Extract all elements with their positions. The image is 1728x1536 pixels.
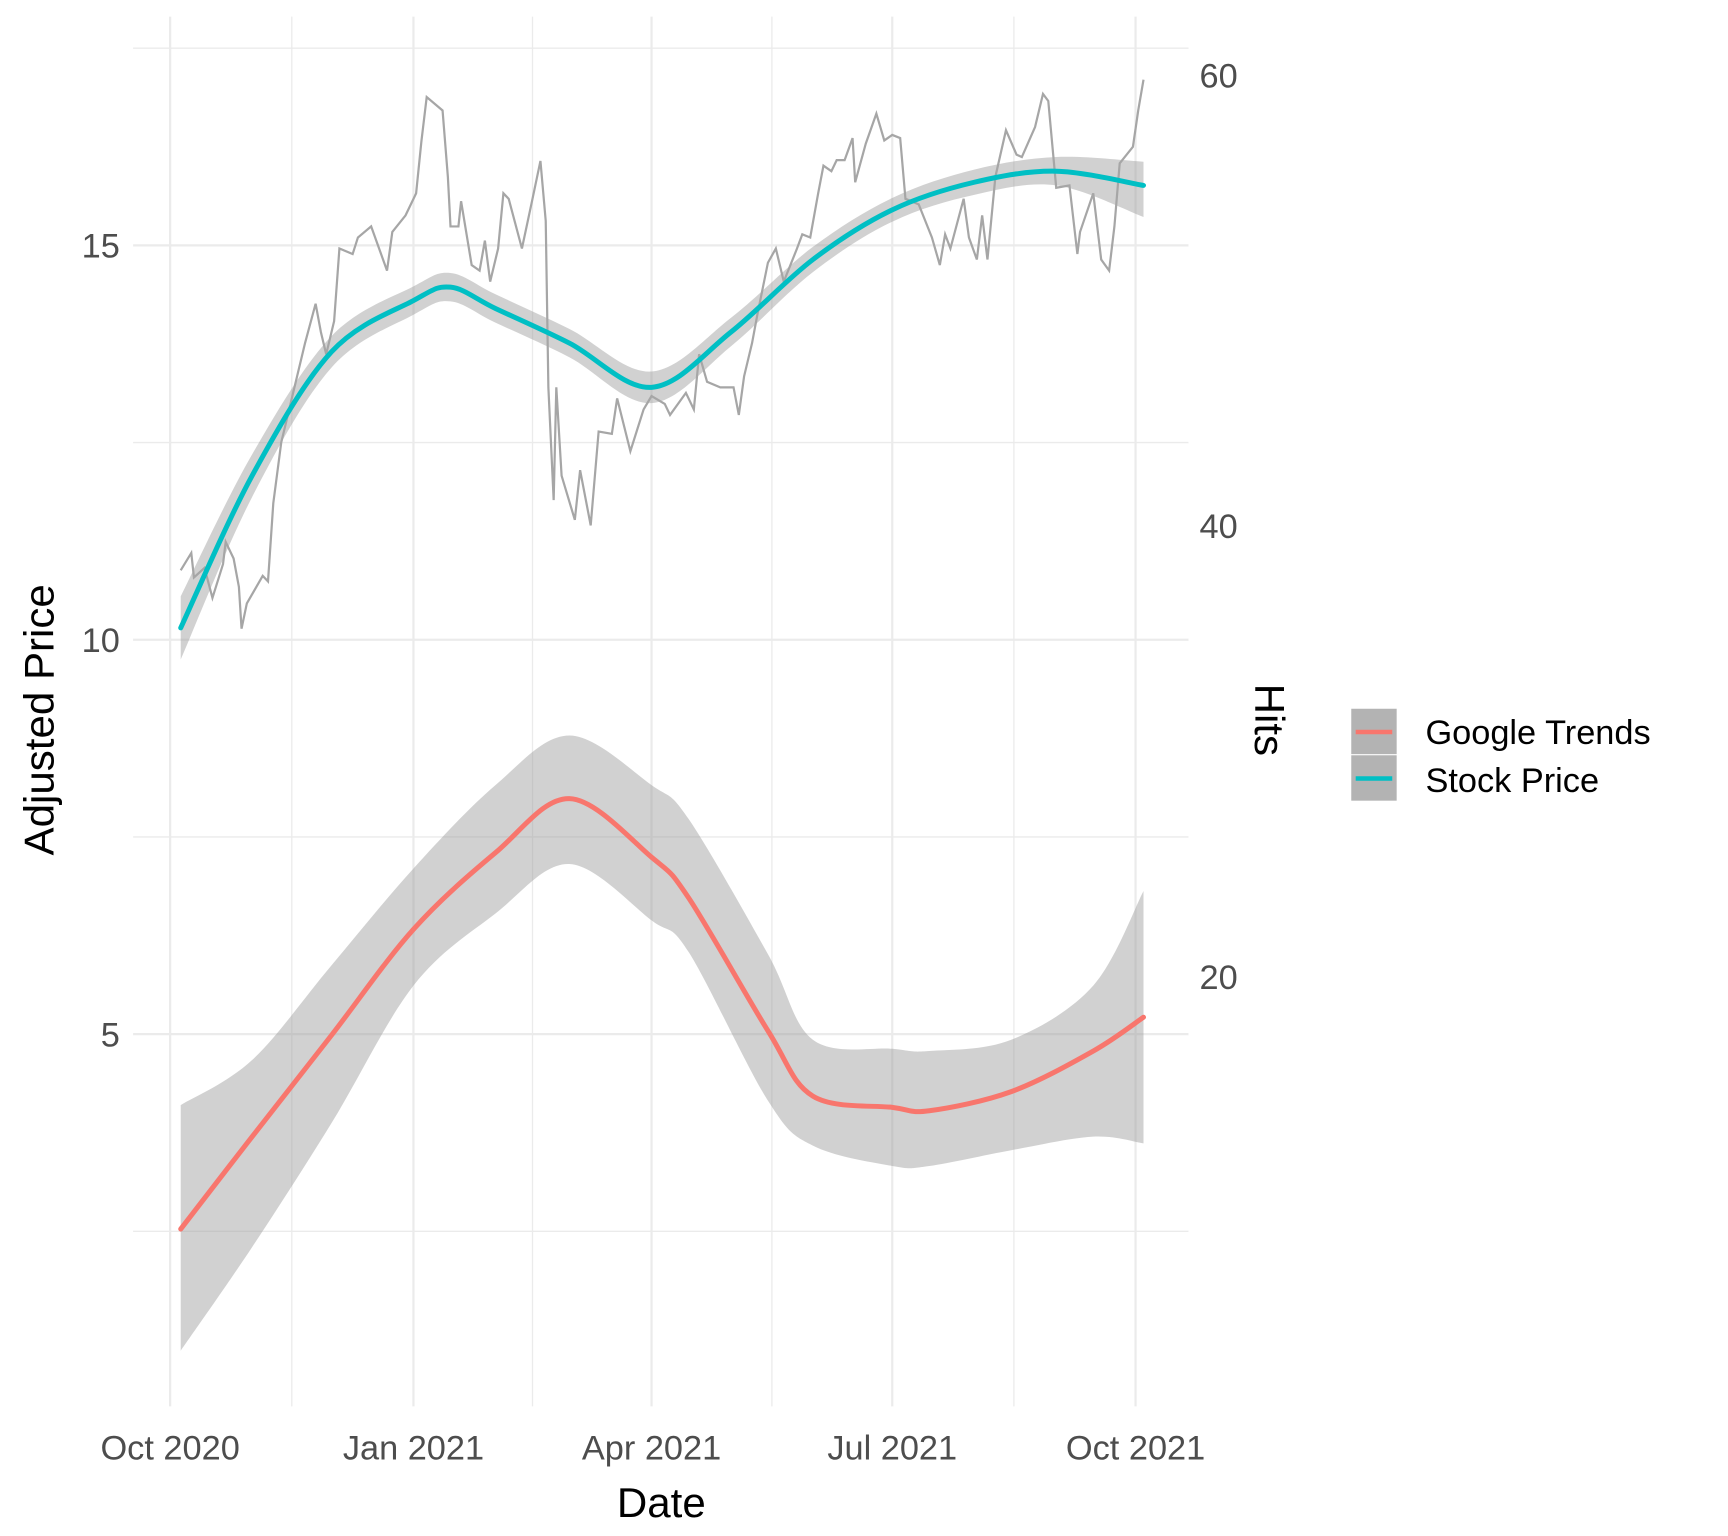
legend-label-google-trends: Google Trends (1425, 714, 1650, 752)
legend: Google Trends Stock Price (1351, 708, 1651, 801)
y-tick-label-right: 60 (1200, 57, 1238, 95)
raw-price-line (179, 79, 1145, 629)
y-tick-label-right: 40 (1200, 508, 1238, 546)
series-lines (178, 79, 1147, 1232)
x-tick-label: Jul 2021 (827, 1430, 957, 1468)
x-tick-label: Oct 2020 (100, 1430, 239, 1468)
y-tick-label-left: 10 (82, 622, 120, 660)
y-axis-title-right: Hits (1246, 684, 1293, 756)
grid (133, 16, 1189, 1407)
series-line-stock-price (178, 168, 1147, 631)
series-line-google-trends (178, 796, 1147, 1232)
confidence-bands (180, 156, 1144, 1351)
y-axis-title-left: Adjusted Price (15, 584, 62, 855)
y-tick-label-left: 15 (82, 228, 120, 266)
x-tick-label: Apr 2021 (582, 1430, 721, 1468)
x-tick-label: Jan 2021 (343, 1430, 484, 1468)
confidence-band-stock-price (180, 156, 1144, 660)
axis-ticks: Oct 2020 Jan 2021 Apr 2021 Jul 2021 Oct 2021… (82, 57, 1238, 1467)
x-tick-label: Oct 2021 (1066, 1430, 1205, 1468)
legend-label-stock-price: Stock Price (1425, 762, 1599, 800)
y-tick-label-right: 20 (1200, 959, 1238, 997)
confidence-band-google-trends (180, 735, 1144, 1351)
y-tick-label-left: 5 (101, 1016, 120, 1054)
x-axis-title: Date (617, 1479, 706, 1526)
